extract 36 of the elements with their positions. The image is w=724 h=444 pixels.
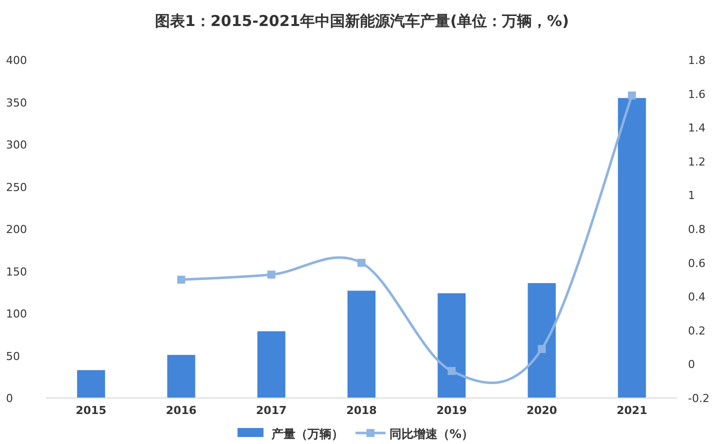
y-tick-label: 100 [6,308,27,320]
legend-label: 产量（万辆） [270,427,344,441]
point [177,276,186,284]
y2-tick-label: 0.8 [688,223,706,236]
y2-tick-label: 1.2 [688,155,706,168]
point [538,344,546,353]
point [267,270,276,279]
y2-tick-label: 1.4 [688,122,706,135]
x-tick-label: 2021 [616,404,648,417]
point [448,366,456,375]
y2-tick-label: 1.6 [688,88,706,101]
y2-tick-label: -0.2 [688,392,710,405]
point [628,91,636,100]
y2-tick-label: 0.2 [688,324,706,338]
y2-tick-label: 1 [688,189,695,202]
x-tick-label: 2020 [526,404,558,417]
y2-tick-label: 0.6 [688,256,706,270]
y-tick-label: 400 [6,54,27,67]
y-tick-label: 250 [6,180,27,194]
x-tick-label: 2019 [436,404,467,417]
y-tick-label: 0 [6,392,13,405]
x-tick-label: 2016 [166,404,197,417]
legend-label: 同比增速（%） [390,427,474,441]
y-tick-label: 200 [6,223,27,236]
point [358,258,366,267]
x-tick-label: 2015 [76,404,106,417]
y-tick-label: 350 [6,96,27,110]
y2-tick-label: 0 [688,358,695,372]
y2-tick-label: 1.8 [688,54,706,67]
x-tick-label: 2017 [256,404,287,417]
y-tick-label: 300 [6,138,27,152]
y-tick-label: 50 [6,350,20,363]
y-tick-label: 150 [6,265,27,278]
x-tick-label: 2018 [346,404,377,417]
chart-title: 图表1：2015-2021年中国新能源汽车产量(单位：万辆，%) [155,12,569,30]
y2-tick-label: 0.4 [688,290,706,304]
